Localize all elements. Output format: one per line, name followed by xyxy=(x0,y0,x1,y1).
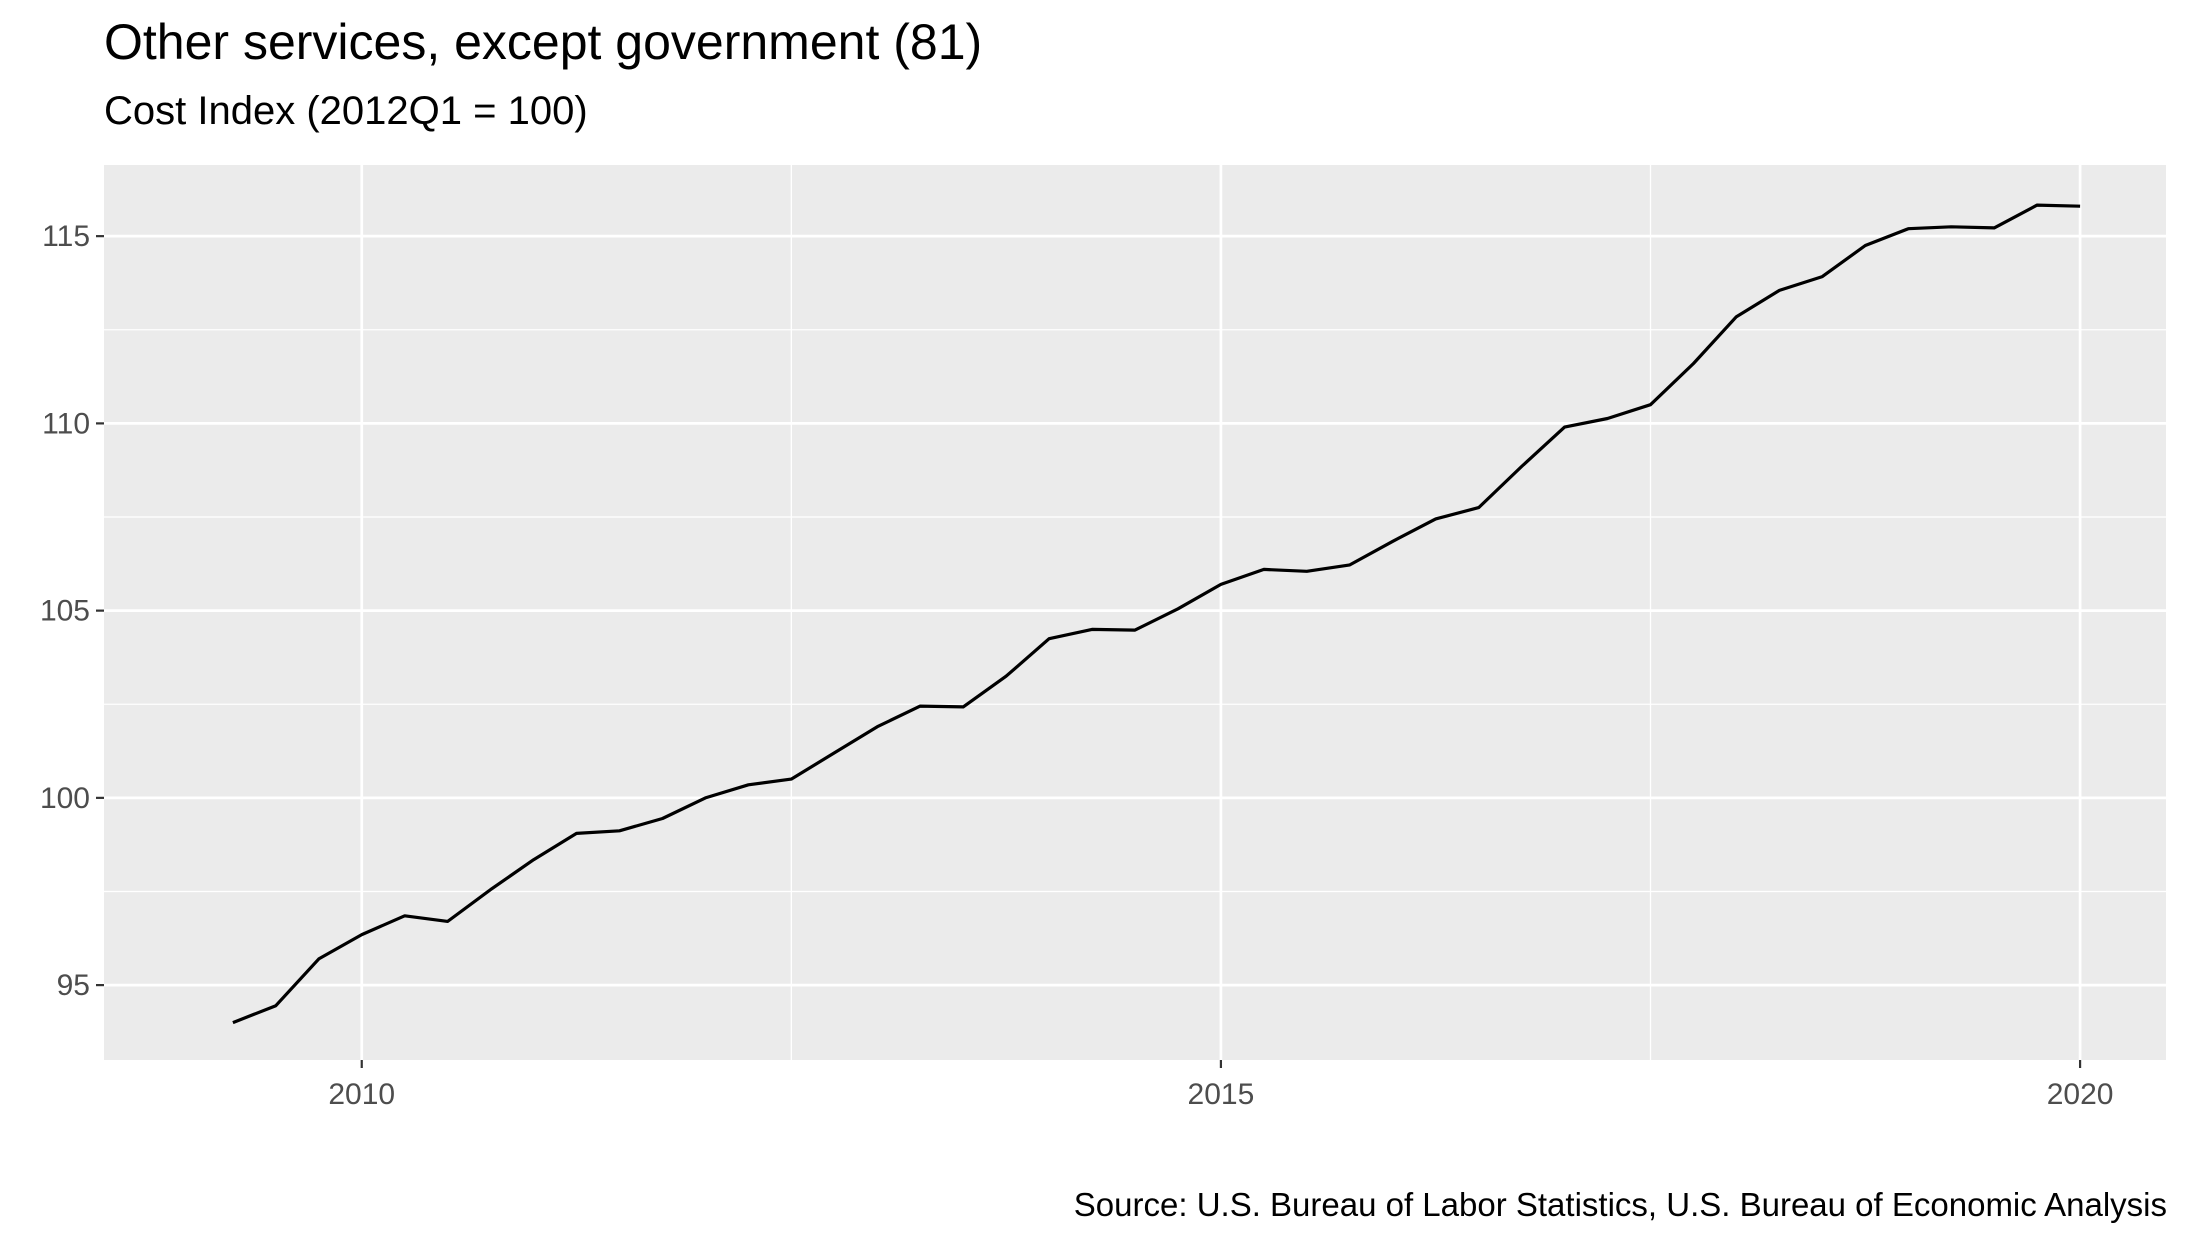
chart-caption: Source: U.S. Bureau of Labor Statistics,… xyxy=(1073,1186,2167,1223)
major-gridlines xyxy=(104,165,2166,1060)
series-layer xyxy=(232,203,2081,1025)
y-tick-label: 95 xyxy=(57,969,90,1002)
y-tick-label: 100 xyxy=(40,782,90,815)
axis-tick-labels: 2010 2015 2020 95 100 105 110 115 xyxy=(40,220,2114,1111)
series-line xyxy=(232,203,2081,1025)
x-tick-label: 2020 xyxy=(2047,1078,2114,1111)
chart-subtitle: Cost Index (2012Q1 = 100) xyxy=(104,89,588,133)
axis-ticks xyxy=(96,235,2082,1068)
plot-panel xyxy=(104,165,2166,1060)
y-tick-label: 110 xyxy=(42,407,90,440)
minor-gridlines xyxy=(104,165,2166,1060)
x-tick-label: 2015 xyxy=(1188,1078,1255,1111)
x-tick-label: 2010 xyxy=(328,1078,395,1111)
y-tick-label: 105 xyxy=(40,595,90,628)
chart-title: Other services, except government (81) xyxy=(104,14,983,70)
y-tick-label: 115 xyxy=(42,220,90,253)
